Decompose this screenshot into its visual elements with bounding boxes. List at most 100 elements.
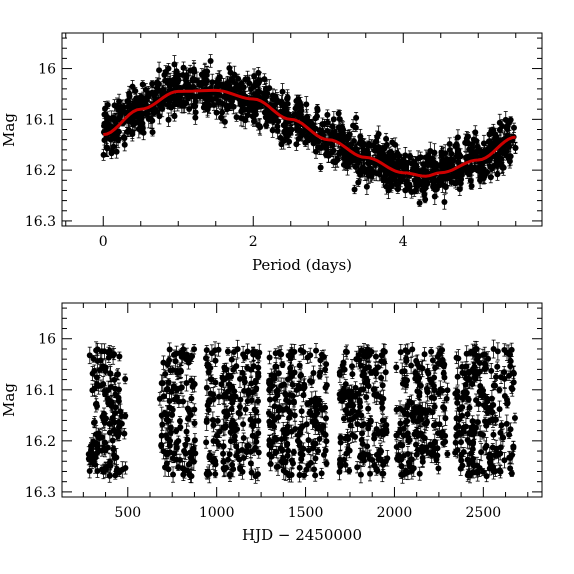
phase-plot-y-tick-label: 16.1 <box>25 112 56 128</box>
phase-point <box>173 71 180 78</box>
phase-point <box>339 124 346 131</box>
phase-point <box>121 135 128 142</box>
phase-point <box>121 141 128 148</box>
phase-point <box>216 99 223 106</box>
phase-point <box>218 114 225 121</box>
phase-point <box>108 150 115 157</box>
phase-point <box>183 72 190 79</box>
phase-point <box>129 131 136 138</box>
phase-point <box>454 134 461 141</box>
phase-point <box>353 146 360 153</box>
phase-point <box>330 116 337 123</box>
phase-point <box>180 64 187 71</box>
phase-point <box>125 127 132 134</box>
phase-point <box>397 162 404 169</box>
phase-point <box>198 71 205 78</box>
phase-point <box>141 110 148 117</box>
phase-point <box>394 186 401 193</box>
phase-point <box>255 79 262 86</box>
phase-point <box>139 81 146 88</box>
phase-point <box>299 130 306 137</box>
phase-point <box>472 129 479 136</box>
phase-point <box>294 124 301 131</box>
phase-point <box>171 113 178 120</box>
phase-point <box>282 107 289 114</box>
phase-point <box>100 151 107 158</box>
phase-point <box>278 141 285 148</box>
phase-point <box>221 118 228 125</box>
phase-point <box>213 91 220 98</box>
phase-point <box>441 198 448 205</box>
phase-point <box>213 109 220 116</box>
phase-point <box>166 82 173 89</box>
phase-plot-y-tick-label: 16.3 <box>25 214 56 230</box>
phase-point <box>356 168 363 175</box>
phase-point <box>166 96 173 103</box>
phase-point <box>467 164 474 171</box>
phase-point <box>142 86 149 93</box>
phase-plot-x-axis-label: Period (days) <box>252 256 352 274</box>
phase-point <box>226 65 233 72</box>
phase-point <box>180 99 187 106</box>
phase-point <box>383 141 390 148</box>
phase-point <box>156 113 163 120</box>
phase-point <box>422 196 429 203</box>
phase-point <box>116 98 123 105</box>
phase-point <box>350 138 357 145</box>
phase-point <box>393 151 400 158</box>
phase-point <box>351 186 358 193</box>
phase-point <box>319 121 326 128</box>
phase-point <box>510 124 517 131</box>
phase-point <box>505 120 512 127</box>
light-curve-point <box>122 375 129 382</box>
phase-point <box>147 115 154 122</box>
phase-point <box>401 166 408 173</box>
phase-point <box>129 83 136 90</box>
phase-point <box>159 101 166 108</box>
phase-point <box>365 159 372 166</box>
phase-point <box>257 124 264 131</box>
phase-point <box>382 169 389 176</box>
phase-point <box>512 144 519 151</box>
phase-point <box>110 133 117 140</box>
phase-point <box>389 139 396 146</box>
phase-point <box>113 148 120 155</box>
phase-point <box>274 123 281 130</box>
phase-point <box>279 88 286 95</box>
phase-plot-x-tick-label: 2 <box>249 234 258 250</box>
phase-point <box>314 107 321 114</box>
phase-point <box>442 150 449 157</box>
phase-point <box>446 140 453 147</box>
phase-point <box>487 163 494 170</box>
phase-point <box>192 103 199 110</box>
phase-point <box>153 108 160 115</box>
phase-point <box>128 118 135 125</box>
phase-point <box>439 181 446 188</box>
phase-point <box>403 160 410 167</box>
phase-point <box>496 119 503 126</box>
phase-plot-panel: 0 2 4 16 16.1 16.2 16.3 Period (days) Mag <box>0 32 543 274</box>
phase-point <box>263 85 270 92</box>
phase-point <box>233 82 240 89</box>
phase-point <box>425 156 432 163</box>
phase-point <box>137 102 144 109</box>
phase-point <box>149 80 156 87</box>
phase-point <box>264 117 271 124</box>
phase-point <box>317 164 324 171</box>
phase-point <box>210 101 217 108</box>
phase-point <box>431 193 438 200</box>
phase-point <box>291 111 298 118</box>
phase-point <box>487 174 494 181</box>
phase-point <box>477 173 484 180</box>
phase-point <box>355 179 362 186</box>
phase-point <box>110 115 117 122</box>
phase-point <box>463 135 470 142</box>
phase-point <box>204 106 211 113</box>
phase-point <box>414 180 421 187</box>
phase-point <box>359 142 366 149</box>
phase-point <box>319 131 326 138</box>
phase-point <box>174 101 181 108</box>
phase-point <box>269 127 276 134</box>
phase-point <box>475 148 482 155</box>
model-curve <box>103 88 516 178</box>
